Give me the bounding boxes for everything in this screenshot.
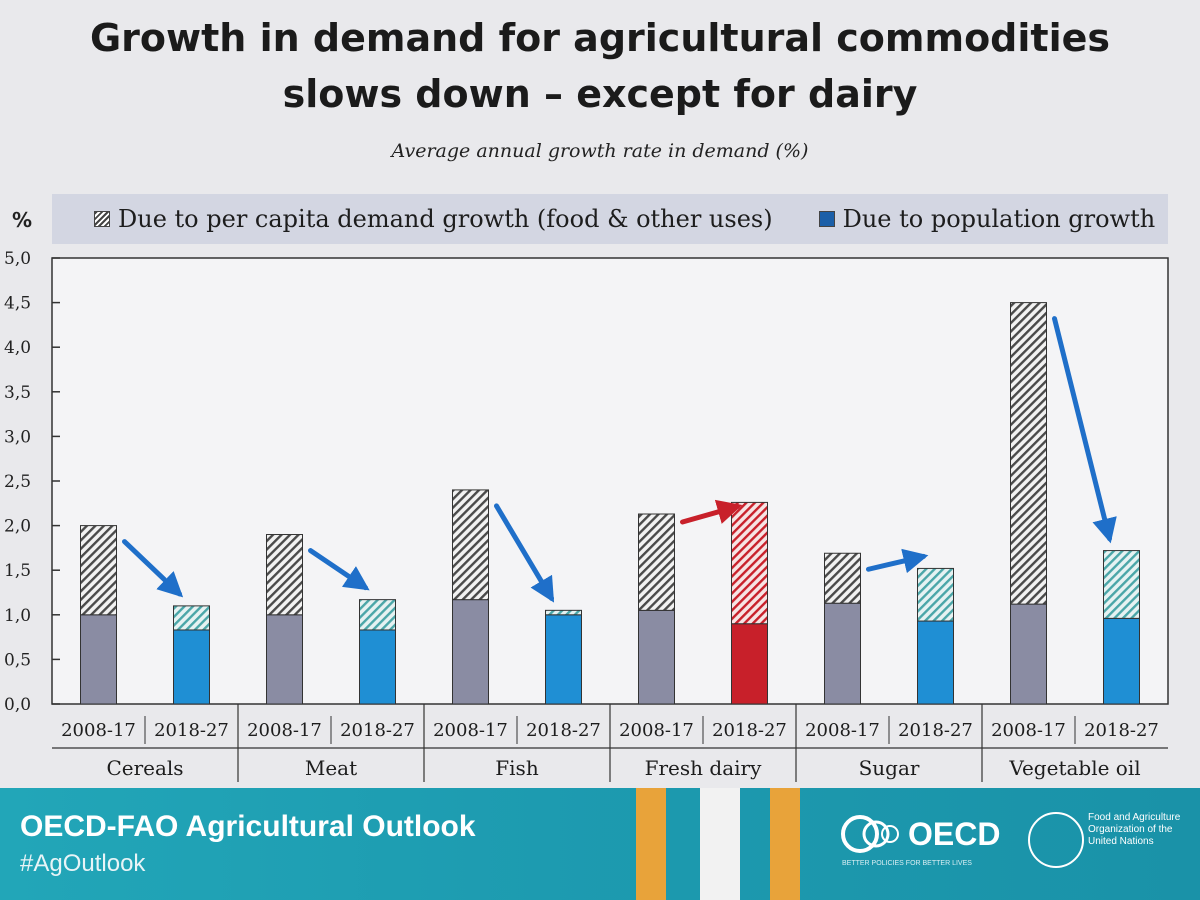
- bar-population-cereals-2018-27: [173, 629, 210, 705]
- bar-per-capita-fish-2008-17: [452, 489, 489, 601]
- trend-arrow-cereals: [122, 539, 184, 598]
- oecd-wordmark: OECD: [908, 815, 1001, 852]
- bar-population-vegetable-oil-2018-27: [1103, 617, 1140, 705]
- x-tick-label-period: 2018-27: [154, 720, 229, 741]
- y-tick-label: 4,5: [4, 294, 31, 314]
- bar-per-capita-vegetable-oil-2008-17: [1010, 302, 1047, 605]
- fao-name-line-2: Organization of the: [1088, 824, 1173, 835]
- decor-stripe-orange-2: [770, 788, 800, 900]
- bar-population-fresh-dairy-2008-17: [638, 609, 675, 705]
- y-tick-label: 2,0: [4, 517, 31, 537]
- bar-population-sugar-2008-17: [824, 602, 861, 705]
- bar-per-capita-meat-2008-17: [266, 534, 303, 616]
- chart-subtitle: Average annual growth rate in demand (%): [391, 140, 809, 162]
- decor-stripe-orange: [636, 788, 666, 900]
- x-group-label: Vegetable oil: [1008, 756, 1140, 780]
- x-tick-label-period: 2008-17: [61, 720, 136, 741]
- x-group-label: Cereals: [106, 756, 183, 780]
- y-axis-unit: %: [12, 208, 33, 232]
- x-tick-label-period: 2018-27: [712, 720, 787, 741]
- trend-arrow-fish: [494, 503, 555, 603]
- footer-banner: OECD-FAO Agricultural Outlook #AgOutlook…: [0, 788, 1200, 900]
- bar-per-capita-cereals-2018-27: [173, 605, 210, 631]
- bar-population-fish-2008-17: [452, 599, 489, 705]
- title-line-1: Growth in demand for agricultural commod…: [89, 16, 1110, 60]
- bar-per-capita-sugar-2008-17: [824, 552, 861, 604]
- x-group-label: Sugar: [859, 756, 920, 780]
- y-tick-label: 1,5: [4, 561, 31, 581]
- bar-per-capita-cereals-2008-17: [80, 525, 117, 616]
- y-tick-label: 3,0: [4, 427, 31, 447]
- trend-arrow-meat: [308, 548, 370, 591]
- legend-swatch-hatched: [94, 211, 110, 227]
- title-line-2: slows down – except for dairy: [282, 72, 918, 116]
- legend-swatch-solid: [818, 211, 835, 227]
- bar-population-vegetable-oil-2008-17: [1010, 603, 1047, 705]
- footer-title: OECD-FAO Agricultural Outlook: [20, 810, 476, 843]
- bar-population-fish-2018-27: [545, 614, 582, 705]
- y-tick-label: 3,5: [4, 383, 31, 403]
- oecd-logo: OECD: [840, 814, 1000, 854]
- x-group-label: Fresh dairy: [645, 756, 762, 780]
- legend-item-population: Due to population growth: [818, 205, 1156, 233]
- fao-emblem-icon: [1028, 812, 1084, 868]
- y-tick-label: 0,0: [4, 695, 31, 715]
- x-group-label: Meat: [305, 756, 357, 780]
- legend-label-population: Due to population growth: [842, 205, 1156, 233]
- y-tick-label: 0,5: [4, 650, 31, 670]
- oecd-globe-icon: [841, 815, 899, 853]
- y-tick-label: 2,5: [4, 472, 31, 492]
- bar-population-meat-2018-27: [359, 629, 396, 705]
- y-tick-label: 5,0: [4, 249, 31, 269]
- legend-item-per-capita: Due to per capita demand growth (food & …: [94, 205, 773, 233]
- bar-per-capita-fresh-dairy-2008-17: [638, 513, 675, 611]
- bar-per-capita-fish-2018-27: [545, 609, 582, 616]
- legend-label-per-capita: Due to per capita demand growth (food & …: [118, 205, 773, 233]
- bar-per-capita-vegetable-oil-2018-27: [1103, 550, 1140, 619]
- trend-arrow-vegetable-oil: [1052, 316, 1117, 544]
- fao-name-line-3: United Nations: [1088, 836, 1154, 847]
- x-tick-label-period: 2018-27: [526, 720, 601, 741]
- x-tick-label-period: 2008-17: [433, 720, 508, 741]
- bar-per-capita-meat-2018-27: [359, 599, 396, 631]
- x-group-label: Fish: [495, 756, 539, 780]
- x-tick-label-period: 2018-27: [340, 720, 415, 741]
- x-tick-label-period: 2018-27: [898, 720, 973, 741]
- bar-population-meat-2008-17: [266, 614, 303, 705]
- bar-population-cereals-2008-17: [80, 614, 117, 705]
- fao-name-line-1: Food and Agriculture: [1088, 812, 1181, 823]
- trend-arrow-fresh-dairy: [680, 499, 743, 525]
- plot-area: [51, 257, 1169, 705]
- bar-population-sugar-2018-27: [917, 620, 954, 705]
- bar-per-capita-sugar-2018-27: [917, 567, 954, 622]
- x-tick-label-period: 2018-27: [1084, 720, 1159, 741]
- fao-name: Food and Agriculture Organization of the…: [1088, 812, 1198, 848]
- chart-title: Growth in demand for agricultural commod…: [0, 10, 1200, 122]
- bar-chart: 0,0 0,5 1,0 1,5 2,0 2,5 3,0 3,5 4,0 4,5 5,0 2008-1…: [4, 249, 1169, 782]
- x-tick-label-period: 2008-17: [247, 720, 322, 741]
- footer-hashtag: #AgOutlook: [20, 850, 146, 877]
- x-tick-label-period: 2008-17: [805, 720, 880, 741]
- trend-arrow-sugar: [866, 548, 929, 574]
- y-tick-label: 1,0: [4, 606, 31, 626]
- x-tick-label-period: 2008-17: [619, 720, 694, 741]
- decor-stripe-white: [700, 788, 740, 900]
- x-tick-label-period: 2008-17: [991, 720, 1066, 741]
- bar-per-capita-fresh-dairy-2018-27: [731, 501, 768, 625]
- oecd-tagline: BETTER POLICIES FOR BETTER LIVES: [842, 860, 972, 867]
- y-tick-label: 4,0: [4, 338, 31, 358]
- bar-population-fresh-dairy-2018-27: [731, 623, 768, 705]
- chart-legend: Due to per capita demand growth (food & …: [52, 194, 1168, 244]
